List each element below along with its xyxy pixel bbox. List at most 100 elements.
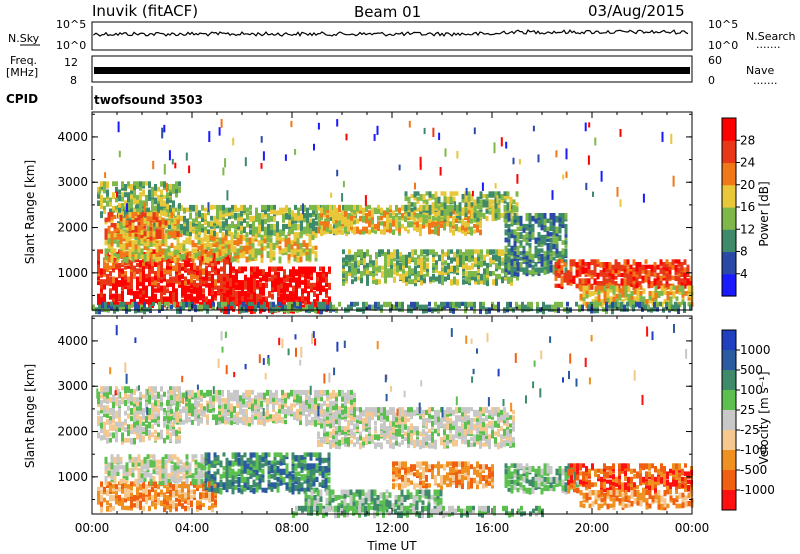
power-cell xyxy=(193,262,196,270)
power-colorbar-tick: 8 xyxy=(740,245,748,259)
power-cell xyxy=(151,299,154,304)
power-cell xyxy=(398,226,401,233)
velocity-cell xyxy=(236,398,239,404)
power-cell xyxy=(438,132,441,140)
power-cell xyxy=(227,304,230,310)
velocity-cell xyxy=(188,406,191,414)
power-cell xyxy=(389,207,392,213)
power-cell xyxy=(107,233,111,239)
power-cell xyxy=(254,253,258,259)
power-cell xyxy=(528,213,532,218)
power-cell xyxy=(557,259,561,266)
power-cell xyxy=(677,304,680,309)
power-cell xyxy=(234,213,237,219)
power-cell xyxy=(130,268,133,276)
power-cell xyxy=(303,226,306,233)
power-cell xyxy=(139,192,142,198)
power-cell xyxy=(314,245,318,250)
power-cell xyxy=(677,307,680,314)
power-cell xyxy=(241,280,244,287)
station-title: Inuvik (fitACF) xyxy=(92,2,198,20)
power-cell xyxy=(375,265,378,272)
power-cell xyxy=(552,256,556,261)
power-cell xyxy=(194,248,198,254)
velocity-cell xyxy=(236,419,239,426)
power-cell xyxy=(139,296,142,304)
velocity-cell xyxy=(157,418,160,424)
power-cell xyxy=(242,251,246,259)
power-cell xyxy=(186,218,189,226)
power-cell xyxy=(417,257,420,264)
power-cell xyxy=(262,269,265,275)
power-cell xyxy=(371,223,374,231)
power-cell xyxy=(459,254,462,261)
velocity-cell xyxy=(169,432,172,439)
power-cell xyxy=(97,262,100,269)
power-cell xyxy=(290,120,293,128)
power-cell xyxy=(306,226,309,233)
velocity-cell xyxy=(142,427,145,432)
power-cell xyxy=(656,264,660,270)
power-cell xyxy=(176,217,180,225)
power-cell xyxy=(519,232,523,240)
power-cell xyxy=(572,275,576,282)
power-cell xyxy=(662,262,666,268)
power-cell xyxy=(329,204,332,211)
power-cell xyxy=(137,304,140,311)
power-cell xyxy=(208,276,211,282)
power-cell xyxy=(341,210,344,216)
power-cell xyxy=(115,282,118,289)
power-cell xyxy=(663,299,667,304)
power-cell xyxy=(169,296,172,303)
power-cell xyxy=(198,226,201,232)
power-cell xyxy=(157,271,160,278)
power-cell xyxy=(615,293,619,299)
velocity-cell xyxy=(245,419,248,426)
power-cell xyxy=(483,273,486,280)
power-cell xyxy=(190,262,193,269)
velocity-cell xyxy=(257,392,260,398)
power-cell xyxy=(157,268,160,273)
power-cell xyxy=(163,200,166,207)
velocity-cell xyxy=(308,419,311,426)
power-cell xyxy=(441,279,444,286)
power-cell xyxy=(348,265,351,272)
power-cell xyxy=(638,281,642,288)
power-cell xyxy=(112,262,115,269)
power-cell xyxy=(103,282,106,290)
power-cell xyxy=(151,186,154,193)
power-cell xyxy=(683,267,687,273)
velocity-cell xyxy=(103,397,106,404)
power-cell xyxy=(369,257,372,264)
power-cell xyxy=(199,293,202,301)
power-cell xyxy=(636,296,640,303)
power-cell xyxy=(546,248,550,256)
velocity-cell xyxy=(178,386,181,394)
power-cell xyxy=(255,210,258,217)
power-cell xyxy=(104,304,107,310)
power-cell xyxy=(224,248,228,254)
power-cell xyxy=(386,218,389,226)
power-cell xyxy=(465,271,468,277)
power-cell xyxy=(169,268,172,275)
power-cell xyxy=(528,229,532,234)
power-cell xyxy=(623,272,627,278)
power-cell xyxy=(507,264,511,271)
power-cell xyxy=(605,278,609,284)
power-cell xyxy=(516,262,520,267)
velocity-cell xyxy=(167,389,170,395)
power-cell xyxy=(389,218,392,223)
power-cell xyxy=(419,156,422,167)
power-cell xyxy=(232,269,235,274)
velocity-cell xyxy=(148,397,151,404)
power-cell xyxy=(273,215,276,223)
power-cell xyxy=(130,197,133,205)
power-cell xyxy=(139,260,142,268)
power-cell xyxy=(170,256,174,262)
velocity-cell xyxy=(221,389,224,397)
power-cell xyxy=(560,281,564,287)
power-cell xyxy=(428,229,431,235)
velocity-cell xyxy=(239,403,242,408)
power-cell xyxy=(163,164,166,175)
power-cell xyxy=(587,262,591,269)
